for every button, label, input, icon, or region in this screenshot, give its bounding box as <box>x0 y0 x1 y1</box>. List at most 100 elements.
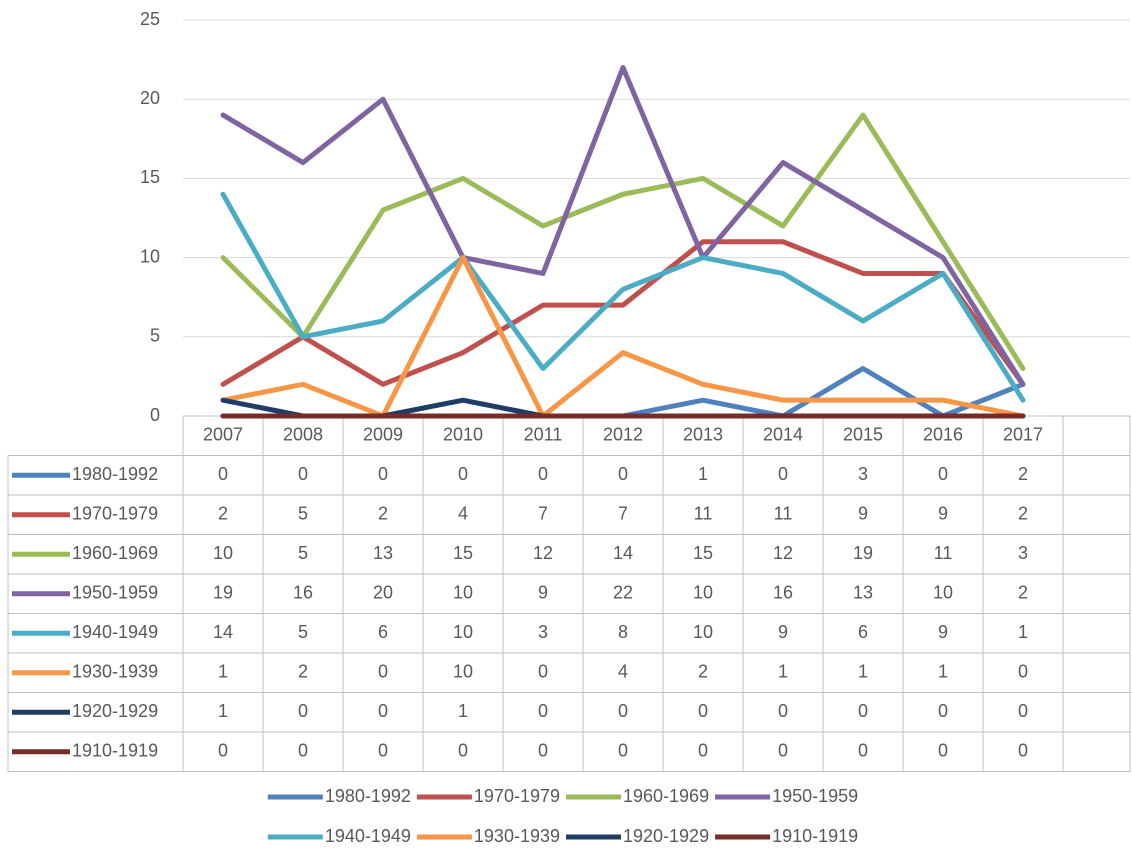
table-cell: 0 <box>1018 701 1028 721</box>
table-cell: 6 <box>858 622 868 642</box>
table-cell: 4 <box>618 662 628 682</box>
table-cell: 0 <box>538 741 548 761</box>
table-cell: 14 <box>613 543 633 563</box>
table-cell: 16 <box>293 583 313 603</box>
table-cell: 0 <box>298 464 308 484</box>
y-tick-label: 5 <box>150 326 160 346</box>
table-cell: 1 <box>458 701 468 721</box>
table-cell: 6 <box>378 622 388 642</box>
table-cell: 0 <box>618 464 628 484</box>
x-tick-label: 2007 <box>203 425 243 445</box>
table-cell: 9 <box>538 583 548 603</box>
table-cell: 1 <box>858 662 868 682</box>
table-cell: 11 <box>774 504 793 524</box>
table-cell: 0 <box>778 701 788 721</box>
y-tick-label: 25 <box>140 9 160 29</box>
table-cell: 10 <box>453 583 473 603</box>
legend-label: 1970-1979 <box>474 786 560 806</box>
series-line <box>220 255 1026 419</box>
table-cell: 0 <box>858 701 868 721</box>
table-cell: 4 <box>458 504 468 524</box>
x-tick-label: 2010 <box>443 425 483 445</box>
y-tick-label: 0 <box>150 405 160 425</box>
table-row-label: 1940-1949 <box>72 622 158 642</box>
table-cell: 11 <box>694 504 713 524</box>
table-cell: 3 <box>1018 543 1028 563</box>
legend-label: 1980-1992 <box>325 786 411 806</box>
x-tick-label: 2016 <box>923 425 963 445</box>
table-cell: 1 <box>218 662 228 682</box>
table-row-label: 1910-1919 <box>72 741 158 761</box>
legend-label: 1960-1969 <box>623 786 709 806</box>
y-tick-label: 20 <box>140 88 160 108</box>
table-cell: 0 <box>778 464 788 484</box>
legend-label: 1950-1959 <box>772 786 858 806</box>
table-cell: 8 <box>618 622 628 642</box>
table-cell: 15 <box>453 543 473 563</box>
series-line <box>220 65 1026 387</box>
table-cell: 2 <box>218 504 228 524</box>
x-tick-label: 2008 <box>283 425 323 445</box>
table-cell: 2 <box>298 662 308 682</box>
table-cell: 0 <box>458 741 468 761</box>
table-cell: 0 <box>1018 662 1028 682</box>
table-cell: 10 <box>453 662 473 682</box>
table-cell: 20 <box>373 583 393 603</box>
table-cell: 5 <box>298 543 308 563</box>
table-cell: 0 <box>458 464 468 484</box>
y-tick-label: 15 <box>140 167 160 187</box>
table-cell: 13 <box>853 583 873 603</box>
table-cell: 14 <box>213 622 233 642</box>
table-cell: 0 <box>378 741 388 761</box>
table-cell: 9 <box>938 622 948 642</box>
table-row-label: 1930-1939 <box>72 662 158 682</box>
series-line <box>220 191 1026 403</box>
table-cell: 11 <box>934 543 953 563</box>
table-cell: 0 <box>218 741 228 761</box>
table-cell: 2 <box>1018 504 1028 524</box>
legend-label: 1940-1949 <box>325 826 411 846</box>
table-cell: 0 <box>858 741 868 761</box>
table-cell: 2 <box>378 504 388 524</box>
table-cell: 7 <box>538 504 548 524</box>
table-cell: 10 <box>453 622 473 642</box>
table-cell: 0 <box>378 464 388 484</box>
table-cell: 19 <box>853 543 873 563</box>
table-cell: 2 <box>1018 464 1028 484</box>
table-cell: 3 <box>538 622 548 642</box>
table-cell: 0 <box>1018 741 1028 761</box>
table-cell: 10 <box>933 583 953 603</box>
table-cell: 10 <box>213 543 233 563</box>
table-row-label: 1970-1979 <box>72 504 158 524</box>
table-cell: 10 <box>693 583 713 603</box>
table-cell: 0 <box>938 741 948 761</box>
table-cell: 0 <box>378 662 388 682</box>
x-tick-label: 2011 <box>524 425 563 445</box>
table-cell: 10 <box>693 622 713 642</box>
table-cell: 16 <box>773 583 793 603</box>
y-tick-label: 10 <box>140 246 160 266</box>
series-line <box>220 112 1026 371</box>
table-row-label: 1950-1959 <box>72 583 158 603</box>
table-cell: 0 <box>778 741 788 761</box>
x-tick-label: 2012 <box>603 425 643 445</box>
table-cell: 0 <box>538 662 548 682</box>
table-cell: 0 <box>378 701 388 721</box>
table-cell: 5 <box>298 504 308 524</box>
table-cell: 9 <box>938 504 948 524</box>
series-line <box>220 365 1026 419</box>
table-cell: 1 <box>698 464 708 484</box>
table-cell: 13 <box>373 543 393 563</box>
x-tick-label: 2009 <box>363 425 403 445</box>
table-cell: 0 <box>938 701 948 721</box>
table-cell: 0 <box>538 701 548 721</box>
x-tick-label: 2013 <box>683 425 723 445</box>
table-row-label: 1980-1992 <box>72 464 158 484</box>
table-cell: 12 <box>533 543 553 563</box>
x-tick-label: 2014 <box>763 425 803 445</box>
table-cell: 0 <box>938 464 948 484</box>
table-cell: 19 <box>213 583 233 603</box>
table-cell: 1 <box>778 662 788 682</box>
table-cell: 5 <box>298 622 308 642</box>
